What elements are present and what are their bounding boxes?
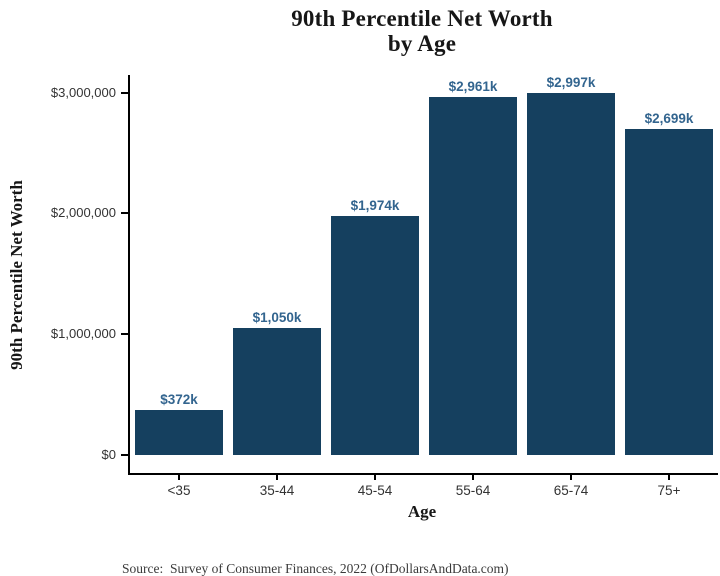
x-tick-label: 45-54 xyxy=(357,483,393,498)
bar xyxy=(331,216,419,455)
y-tick-mark xyxy=(121,333,128,336)
chart-title-line1: 90th Percentile Net Worth xyxy=(291,6,553,31)
x-axis-title: Age xyxy=(407,502,437,521)
x-tick-mark xyxy=(570,473,572,480)
x-tick-label: <35 xyxy=(167,483,191,498)
y-tick-label: $3,000,000 xyxy=(50,84,116,100)
plot-panel: $0 $1,000,000 $2,000,000 $3,000,000 $372k <35… xyxy=(51,74,718,498)
x-tick-mark xyxy=(374,473,376,480)
bar-value-label: $1,050k xyxy=(252,310,302,326)
bar xyxy=(625,128,713,455)
y-axis-title: 90th Percentile Net Worth xyxy=(7,180,26,370)
bar-value-label: $2,961k xyxy=(448,79,498,95)
bar xyxy=(233,328,321,455)
chart-title-line2: by Age xyxy=(387,31,457,56)
y-tick-label: $0 xyxy=(101,447,116,462)
y-tick-mark xyxy=(121,91,128,94)
y-tick-mark xyxy=(121,454,128,456)
bar xyxy=(527,92,615,455)
bar-value-label: $1,974k xyxy=(350,198,400,214)
footer-notes: Source: Survey of Consumer Finances, 202… xyxy=(122,531,712,576)
chart-title: 90th Percentile Net Worth by Age xyxy=(128,6,716,56)
x-tick-label: 75+ xyxy=(657,483,681,498)
x-tick-mark xyxy=(276,473,278,480)
x-tick-label: 35-44 xyxy=(259,483,295,498)
bar-value-label: $2,699k xyxy=(644,110,694,126)
bar-value-label: $372k xyxy=(160,392,198,408)
y-tick-label: $1,000,000 xyxy=(50,326,116,342)
x-tick-mark xyxy=(668,473,670,480)
x-tick-mark xyxy=(472,473,474,480)
x-tick-label: 65-74 xyxy=(553,483,589,498)
bar xyxy=(135,410,223,455)
y-tick-label: $2,000,000 xyxy=(50,205,116,221)
source-note: Source: Survey of Consumer Finances, 202… xyxy=(122,561,509,576)
y-tick-mark xyxy=(121,212,128,215)
bar xyxy=(429,97,517,455)
x-tick-label: 55-64 xyxy=(455,483,491,498)
bar-value-label: $2,997k xyxy=(546,74,596,90)
x-tick-mark xyxy=(178,473,180,480)
